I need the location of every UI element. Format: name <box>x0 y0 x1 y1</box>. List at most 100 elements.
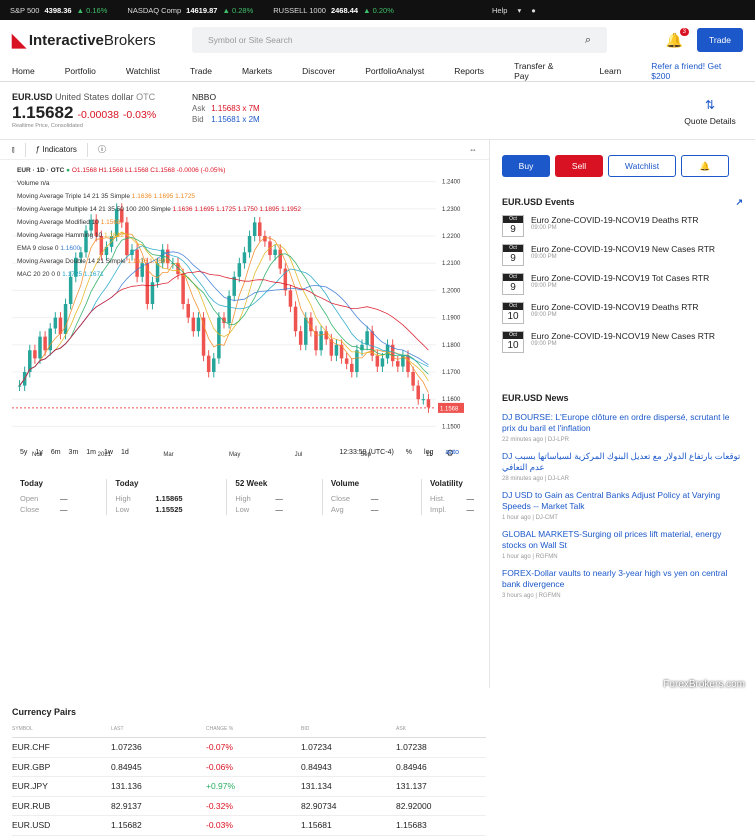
auto-toggle[interactable]: auto <box>445 449 459 456</box>
notifications-bell-icon[interactable]: 🔔 3 <box>666 27 689 49</box>
candle <box>401 355 405 367</box>
stat-volatility: Volatility Hist. — Impl. — <box>422 479 482 515</box>
legend-name: Moving Average Multiple 14 21 35 50 100 … <box>17 206 171 213</box>
stat-title: Volume <box>330 479 360 488</box>
last-price-tag <box>438 402 464 413</box>
ticker-value: 14619.87 <box>186 5 218 15</box>
main-nav: Home Portfolio Watchlist Trade Markets D… <box>0 60 755 82</box>
ticker-item[interactable]: NASDAQ Comp 14619.87 ▲ 0.28% <box>127 6 253 15</box>
ticker-value: 4398.36 <box>44 5 72 15</box>
ask-label: Ask <box>192 104 206 113</box>
ticker-item[interactable]: RUSSELL 1000 2468.44 ▲ 0.20% <box>273 6 394 15</box>
stat-title: Today <box>115 479 139 488</box>
price-change: -0.00038 <box>77 109 119 121</box>
nav-discover[interactable]: Discover <box>302 65 336 76</box>
nav-learn[interactable]: Learn <box>599 65 622 76</box>
candle <box>191 317 196 332</box>
range-1w[interactable]: 1w <box>104 449 113 456</box>
news-meta: 1 hour ago | RGFMN <box>502 554 558 560</box>
legend-name: Volume <box>17 180 39 187</box>
chevron-down-icon[interactable]: ▾ <box>517 5 522 15</box>
stat-key: Low <box>115 505 130 514</box>
indicators-button[interactable]: ƒ Indicators <box>36 145 77 154</box>
candle-settings-icon[interactable]: ⫾ <box>12 144 15 154</box>
help-link[interactable]: Help <box>492 5 508 15</box>
info-icon[interactable]: ⓘ <box>97 145 106 154</box>
nav-markets[interactable]: Markets <box>241 65 273 76</box>
event-time: 09:00 PM <box>531 312 557 318</box>
buy-button[interactable]: Buy <box>502 155 550 177</box>
event-item[interactable]: Oct 10 Euro Zone-COVID-19-NCOV19 Deaths RT… <box>502 302 743 324</box>
nav-transfer-pay[interactable]: Transfer & Pay <box>514 60 554 81</box>
range-5y[interactable]: 5y <box>20 449 28 456</box>
range-3m[interactable]: 3m <box>68 449 79 456</box>
refer-friend-link[interactable]: Refer a friend! Get $200 <box>651 60 722 81</box>
event-item[interactable]: Oct 9 Euro Zone-COVID-19-NCOV19 Deaths RTR… <box>502 215 743 237</box>
external-link-icon[interactable]: ↗ <box>735 197 743 207</box>
event-item[interactable]: Oct 9 Euro Zone-COVID-19-NCOV19 New Cases … <box>502 244 743 266</box>
quote-details-button[interactable]: ⇅ Quote Details <box>677 92 743 139</box>
range-1y[interactable]: 1y <box>35 449 43 456</box>
chart-settings-icon: ⚙ <box>446 448 454 458</box>
expand-icon[interactable]: ⇔ <box>469 145 477 154</box>
ticker-item[interactable]: S&P 500 4398.36 ▲ 0.16% <box>10 6 107 15</box>
y-tick: 1.2100 <box>442 261 461 267</box>
price-chart[interactable]: 1.2400 1.2300 1.2200 1.2100 1.2000 1.1900 1.18… <box>0 160 489 460</box>
trade-button[interactable]: Trade <box>697 28 743 52</box>
cell-change: -0.07% <box>206 742 233 753</box>
table-row[interactable]: EUR.JPY 131.136 +0.97% 131.134 131.137 <box>12 777 486 797</box>
indicators-label: Indicators <box>42 145 77 154</box>
news-list: DJ BOURSE: L'Europe clôture en ordre dis… <box>502 412 743 599</box>
search-icon[interactable]: ⌕ <box>584 33 591 46</box>
stat-today-range: Today High 1.15865 Low 1.15525 <box>107 479 228 515</box>
range-1m[interactable]: 1m <box>86 449 97 456</box>
nav-home[interactable]: Home <box>12 65 35 76</box>
table-row[interactable]: EUR.USD 1.15682 -0.03% 1.15681 1.15683 <box>12 816 486 836</box>
news-headline[interactable]: DJ BOURSE: L'Europe clôture en ordre dis… <box>502 412 730 433</box>
sell-button[interactable]: Sell <box>555 155 603 177</box>
candle <box>278 249 282 269</box>
news-headline[interactable]: FOREX-Dollar vaults to nearly 3-year hig… <box>502 568 728 589</box>
event-item[interactable]: Oct 9 Euro Zone-COVID-19-NCOV19 Tot Cases … <box>502 273 743 295</box>
news-headline[interactable]: GLOBAL MARKETS-Surging oil prices lift m… <box>502 529 722 550</box>
event-item[interactable]: Oct 10 Euro Zone-COVID-19-NCOV19 New Cases… <box>502 331 743 353</box>
nav-watchlist[interactable]: Watchlist <box>125 65 161 76</box>
candle <box>17 385 22 387</box>
user-icon[interactable]: ● <box>531 5 536 15</box>
candle <box>242 252 247 264</box>
news-headline[interactable]: DJ USD to Gain as Central Banks Adjust P… <box>502 490 721 511</box>
stat-val: — <box>466 505 475 514</box>
percent-toggle[interactable]: % <box>405 449 413 456</box>
stats-strip: Today Open — Close — Today High 1.15865 Low… <box>12 479 482 515</box>
legend-name: Moving Average Triple 14 21 35 Simple <box>17 193 130 200</box>
candle <box>63 304 68 334</box>
range-1d[interactable]: 1d <box>120 449 129 456</box>
nav-reports[interactable]: Reports <box>454 65 485 76</box>
stat-title: Volatility <box>430 479 463 488</box>
stat-52week: 52 Week High — Low — <box>227 479 323 515</box>
range-6m[interactable]: 6m <box>50 449 61 456</box>
table-row[interactable]: EUR.RUB 82.9137 -0.32% 82.90734 82.92000 <box>12 797 486 816</box>
candle <box>237 263 242 277</box>
nav-portfolioanalyst[interactable]: PortfolioAnalyst <box>365 65 425 76</box>
events-title: EUR.USD Events <box>502 197 575 207</box>
watchlist-button[interactable]: Watchlist <box>608 155 676 177</box>
alert-bell-icon[interactable]: 🔔 <box>681 155 729 177</box>
table-row[interactable]: EUR.GBP 0.84945 -0.06% 0.84943 0.84946 <box>12 758 486 777</box>
stat-key: Low <box>235 505 250 514</box>
symbol-desc: United States dollar <box>55 92 134 102</box>
nav-trade[interactable]: Trade <box>190 65 212 76</box>
table-row[interactable]: EUR.CHF 1.07236 -0.07% 1.07234 1.07238 <box>12 738 486 758</box>
log-toggle[interactable]: log <box>424 449 434 456</box>
logo[interactable]: ◣ InteractiveBrokers <box>12 30 192 51</box>
cell-symbol: EUR.GBP <box>12 761 51 772</box>
currency-pairs-table: Currency Pairs SYMBOL LAST CHANGE % BID ASK … <box>12 707 486 836</box>
legend-vals: 1.1636 1.1695 <box>127 258 170 265</box>
stat-val: — <box>370 505 379 514</box>
nav-portfolio[interactable]: Portfolio <box>64 65 96 76</box>
candle <box>298 331 303 345</box>
news-headline[interactable]: DJ توقعات بارتفاع الدولار مع تعديل البنو… <box>502 451 741 472</box>
y-tick: 1.1700 <box>442 370 461 376</box>
search-input[interactable]: Symbol or Site Search ⌕ <box>192 27 607 53</box>
cell-ask: 131.137 <box>396 781 427 792</box>
